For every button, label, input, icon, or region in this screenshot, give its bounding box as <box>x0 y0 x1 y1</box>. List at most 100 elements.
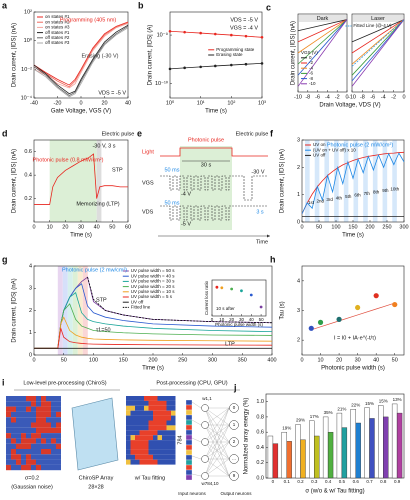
pulse-band <box>334 140 339 222</box>
pixel <box>148 440 153 445</box>
point <box>213 64 217 68</box>
legend-label: off states #3 <box>45 40 70 45</box>
x-tick-label: 0.4 <box>325 479 332 484</box>
pixel <box>21 422 26 428</box>
plot-frame <box>265 393 405 479</box>
pixel <box>139 425 144 431</box>
pixel <box>139 459 144 465</box>
pixel <box>148 449 153 455</box>
bar <box>309 420 315 479</box>
pixel <box>139 440 144 445</box>
pixel <box>31 454 36 460</box>
legend-label: on states #2 <box>45 19 70 24</box>
pixel <box>6 406 11 412</box>
x-tick-label: 200 <box>365 224 374 230</box>
pixel <box>171 410 176 416</box>
pixel <box>21 449 26 455</box>
pixel <box>139 405 144 411</box>
legend-label: (UV on + UV off) x 10 <box>313 147 356 152</box>
pixel <box>171 415 176 421</box>
arrow-head <box>267 234 270 238</box>
annotation: 2nd <box>317 199 325 204</box>
legend-label: UV pulse width = 20 s <box>131 284 175 289</box>
neuron <box>201 472 209 480</box>
y-axis-label: Current loss ratio <box>204 280 209 315</box>
pixel <box>144 459 149 465</box>
pixel <box>11 406 16 412</box>
pixel <box>153 430 158 436</box>
pixel <box>162 420 167 426</box>
x-axis-label: Time (s) <box>142 366 164 372</box>
pixel <box>51 427 56 434</box>
pixel <box>139 454 144 460</box>
pixel <box>157 396 162 401</box>
x-tick-label: -6 <box>315 94 320 100</box>
pixel <box>36 433 41 439</box>
legend-label: on states #3 <box>45 25 70 30</box>
pixel <box>36 417 41 423</box>
pixel <box>130 425 135 431</box>
vds-trace <box>160 205 268 221</box>
pixel <box>153 435 158 441</box>
pixel <box>26 406 31 412</box>
point <box>213 32 217 36</box>
electric-shade <box>96 140 102 222</box>
x-tick-label: 0 <box>32 224 35 230</box>
pixel <box>139 396 144 401</box>
cell <box>185 434 193 441</box>
bar <box>336 412 343 479</box>
output-label: 2 <box>233 439 236 444</box>
y-axis-label: Normalized array energy (%) <box>244 398 250 475</box>
network: 0 1 2... 9 <box>191 401 239 481</box>
edge <box>204 424 230 477</box>
pulse-band <box>305 140 310 222</box>
pixel <box>153 425 158 431</box>
x-tick-label: -10 <box>348 94 356 100</box>
x-tick-label: 50 <box>109 224 115 230</box>
x-axis-label: Gate Voltage, VGS (V) <box>51 109 111 115</box>
pixel <box>162 459 167 465</box>
pixel <box>166 430 171 436</box>
y-axis-label: Drain current, |IDS| (A) <box>148 25 154 86</box>
output-label: 1 <box>233 422 236 427</box>
pixel <box>135 454 140 460</box>
pixel <box>36 411 41 418</box>
pixel <box>135 440 140 445</box>
cell <box>185 474 193 481</box>
y-tick-label: 1.0 <box>256 399 264 405</box>
bar <box>281 431 287 479</box>
pixel <box>46 433 51 439</box>
pixel <box>6 454 11 460</box>
pixel <box>126 425 131 431</box>
gain-label: 13% <box>393 397 402 402</box>
x-axis-label: Time (s) <box>342 233 364 239</box>
output-label: 9 <box>233 473 236 478</box>
pixel <box>157 449 162 455</box>
chart-title: Laser <box>371 16 385 22</box>
pulse-band <box>314 140 320 222</box>
y-tick-label: 0.4 <box>256 445 264 451</box>
label: Time <box>256 239 268 245</box>
y-tick-label: 3 <box>297 308 300 314</box>
pixel <box>41 464 46 471</box>
point <box>355 304 361 311</box>
x-tick-label: -10 <box>294 94 302 100</box>
pixel <box>144 430 149 436</box>
pixel <box>41 406 46 412</box>
pixel <box>162 410 167 416</box>
y-tick-label: 1 <box>297 192 300 198</box>
x-tick-label: 20 <box>336 357 342 363</box>
y-tick-label: 10⁰ <box>24 37 33 44</box>
x-tick-label: 10 <box>317 357 323 363</box>
y-tick-label: 10⁻¹⁰ <box>155 80 169 87</box>
x-tick-label: 0 <box>79 100 82 106</box>
pixel <box>36 422 41 428</box>
pulse-band <box>353 140 359 222</box>
pixel <box>157 400 162 406</box>
gain-label: 19% <box>282 425 291 430</box>
pulse-band <box>363 140 368 222</box>
pixel <box>31 427 36 434</box>
pixel <box>153 415 158 421</box>
bar <box>369 418 375 479</box>
pixel <box>21 464 26 471</box>
